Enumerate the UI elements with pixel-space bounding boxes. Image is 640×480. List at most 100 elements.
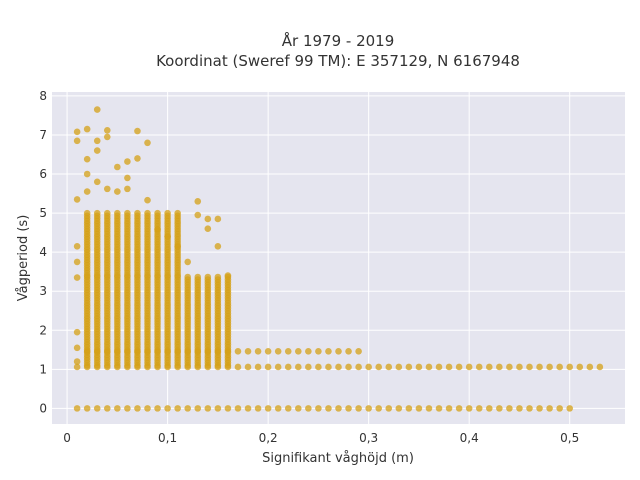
scatter-point bbox=[385, 363, 393, 371]
x-tick-label: 0 bbox=[63, 431, 71, 445]
scatter-point bbox=[144, 405, 151, 412]
y-tick-label: 5 bbox=[39, 206, 47, 220]
scatter-point bbox=[174, 209, 181, 217]
scatter-point bbox=[244, 405, 252, 412]
scatter-point bbox=[284, 405, 292, 412]
scatter-point bbox=[214, 215, 222, 223]
scatter-point bbox=[526, 405, 533, 412]
scatter-point bbox=[124, 174, 131, 182]
chart-title-line-1: År 1979 - 2019 bbox=[282, 31, 395, 50]
y-tick-label: 7 bbox=[39, 128, 47, 142]
scatter-point bbox=[485, 363, 493, 371]
scatter-point bbox=[315, 348, 322, 355]
scatter-point bbox=[194, 273, 202, 281]
scatter-point bbox=[114, 188, 121, 195]
scatter-point bbox=[144, 209, 151, 217]
scatter-point bbox=[335, 405, 342, 412]
scatter-point bbox=[375, 363, 383, 371]
y-tick-label: 2 bbox=[39, 323, 47, 337]
scatter-point bbox=[124, 185, 131, 193]
scatter-point bbox=[425, 405, 433, 412]
scatter-point bbox=[194, 211, 202, 219]
scatter-point bbox=[194, 405, 202, 412]
scatter-point bbox=[294, 348, 302, 355]
scatter-point bbox=[83, 125, 91, 133]
scatter-point bbox=[244, 348, 252, 355]
scatter-point bbox=[124, 209, 131, 217]
scatter-point bbox=[455, 405, 463, 412]
scatter-point bbox=[365, 363, 372, 371]
scatter-point bbox=[566, 405, 574, 412]
scatter-point bbox=[73, 405, 81, 412]
scatter-point bbox=[154, 226, 161, 233]
scatter-point bbox=[596, 363, 604, 371]
scatter-point bbox=[204, 273, 212, 281]
y-tick-label: 0 bbox=[39, 401, 47, 415]
scatter-point bbox=[516, 405, 523, 412]
scatter-point bbox=[174, 405, 181, 412]
scatter-point bbox=[465, 363, 473, 371]
scatter-point bbox=[214, 405, 222, 412]
scatter-point bbox=[546, 405, 553, 412]
scatter-point bbox=[385, 405, 393, 412]
scatter-point bbox=[103, 405, 111, 412]
x-tick-label: 0,2 bbox=[259, 431, 278, 445]
scatter-point bbox=[405, 405, 413, 412]
x-tick-label: 0,3 bbox=[359, 431, 378, 445]
scatter-point bbox=[355, 348, 362, 355]
scatter-point bbox=[83, 155, 91, 163]
scatter-point bbox=[254, 363, 262, 371]
scatter-point bbox=[93, 137, 101, 145]
scatter-point bbox=[485, 405, 493, 412]
scatter-point bbox=[345, 405, 352, 412]
scatter-point bbox=[445, 363, 453, 371]
scatter-point bbox=[536, 405, 543, 412]
y-tick-label: 1 bbox=[39, 362, 47, 376]
scatter-point bbox=[254, 348, 262, 355]
scatter-point bbox=[144, 139, 151, 147]
scatter-point bbox=[435, 405, 443, 412]
scatter-point bbox=[73, 274, 81, 281]
scatter-point bbox=[506, 363, 513, 371]
scatter-point bbox=[325, 348, 332, 355]
scatter-point bbox=[93, 147, 101, 154]
scatter-point bbox=[73, 258, 81, 266]
scatter-point bbox=[93, 106, 101, 113]
scatter-point bbox=[174, 242, 181, 250]
scatter-point bbox=[254, 405, 262, 412]
scatter-point bbox=[164, 209, 171, 217]
scatter-point bbox=[284, 363, 292, 371]
x-axis-title: Signifikant våghöjd (m) bbox=[262, 451, 414, 466]
scatter-point bbox=[73, 363, 81, 371]
scatter-point bbox=[93, 405, 101, 412]
scatter-point bbox=[184, 258, 192, 266]
scatter-point bbox=[234, 405, 242, 412]
scatter-point bbox=[435, 363, 443, 371]
y-tick-label: 8 bbox=[39, 89, 47, 103]
scatter-point bbox=[214, 273, 222, 281]
scatter-point bbox=[103, 126, 111, 134]
scatter-point bbox=[224, 405, 232, 412]
scatter-point bbox=[475, 405, 483, 412]
scatter-point bbox=[73, 242, 81, 250]
scatter-point bbox=[506, 405, 513, 412]
scatter-point bbox=[83, 405, 91, 412]
scatter-point bbox=[73, 344, 81, 352]
scatter-point bbox=[83, 188, 91, 195]
scatter-point bbox=[365, 405, 372, 412]
scatter-point bbox=[93, 209, 101, 217]
scatter-point bbox=[73, 328, 81, 336]
y-tick-label: 6 bbox=[39, 167, 47, 181]
scatter-point bbox=[164, 233, 171, 240]
scatter-point bbox=[355, 405, 362, 412]
scatter-point bbox=[103, 209, 111, 217]
scatter-point bbox=[214, 242, 222, 250]
scatter-point bbox=[496, 363, 503, 371]
scatter-point bbox=[305, 405, 312, 412]
scatter-point bbox=[114, 209, 121, 217]
x-tick-label: 0,4 bbox=[460, 431, 479, 445]
scatter-point bbox=[164, 405, 171, 412]
scatter-point bbox=[516, 363, 523, 371]
scatter-point bbox=[415, 405, 423, 412]
